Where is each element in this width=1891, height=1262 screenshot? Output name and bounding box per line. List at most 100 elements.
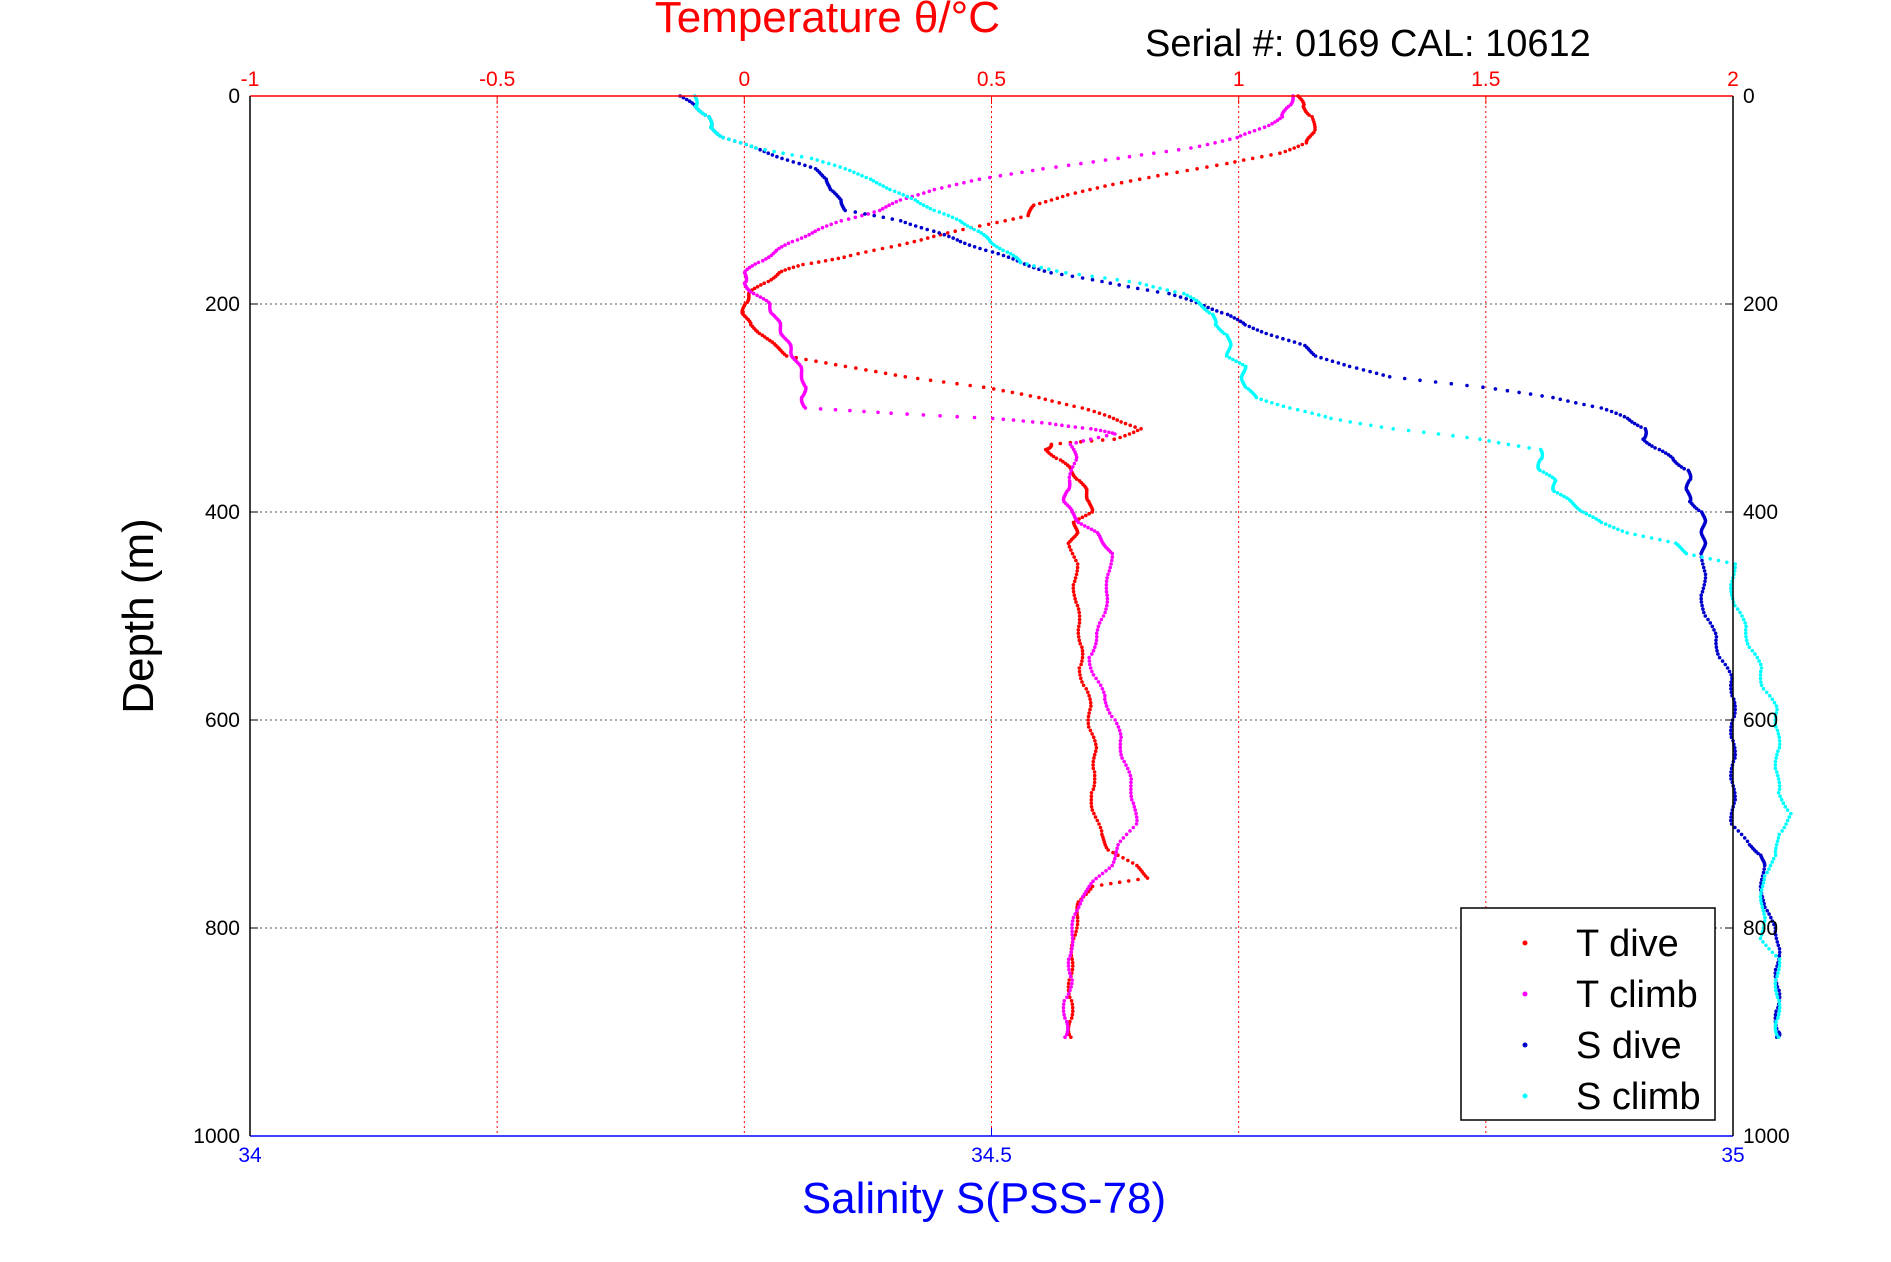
data-point <box>1205 142 1210 147</box>
data-point <box>1233 160 1237 164</box>
data-point <box>977 224 982 228</box>
data-point <box>1130 797 1134 802</box>
data-point <box>1091 759 1096 764</box>
data-point <box>1329 416 1333 421</box>
data-point <box>1777 742 1782 747</box>
data-point <box>1540 394 1544 398</box>
data-point <box>1119 420 1123 424</box>
data-point <box>1099 829 1104 833</box>
data-point <box>1759 683 1764 688</box>
data-point <box>1061 459 1065 464</box>
data-point <box>1126 879 1131 883</box>
data-point <box>1744 635 1748 639</box>
data-point <box>1090 669 1094 674</box>
data-point <box>718 134 722 138</box>
data-point <box>814 359 818 364</box>
data-point <box>1599 406 1604 410</box>
data-point <box>1091 766 1096 771</box>
data-point <box>1715 648 1719 653</box>
data-point <box>1074 558 1078 563</box>
data-point <box>1288 147 1292 152</box>
legend-label: T climb <box>1576 974 1698 1016</box>
data-point <box>1073 912 1077 916</box>
data-point <box>1342 362 1346 367</box>
data-point <box>1019 215 1023 220</box>
data-point <box>1105 593 1109 597</box>
data-point <box>1714 638 1718 643</box>
data-point <box>1026 213 1030 218</box>
data-point <box>1127 154 1132 159</box>
data-point <box>1584 511 1589 516</box>
data-point <box>1222 331 1226 336</box>
data-point <box>1701 586 1706 591</box>
data-point <box>1107 711 1112 715</box>
data-point <box>748 290 753 294</box>
data-point <box>860 173 864 178</box>
data-point <box>1264 331 1268 336</box>
data-point <box>1109 881 1113 886</box>
data-point <box>1759 881 1763 885</box>
data-point <box>1071 1009 1075 1013</box>
legend-box <box>1460 907 1716 1121</box>
data-point <box>1635 423 1640 428</box>
data-point <box>846 217 851 221</box>
data-point <box>1071 940 1075 944</box>
data-point <box>1069 1016 1074 1020</box>
data-point <box>1496 440 1501 445</box>
data-point <box>925 227 929 232</box>
data-point <box>1733 704 1737 708</box>
data-point <box>1129 777 1133 781</box>
data-point <box>1763 905 1767 909</box>
data-point <box>1097 621 1102 625</box>
data-point <box>908 222 913 227</box>
data-point <box>1278 151 1282 155</box>
data-point <box>1262 125 1267 129</box>
legend-marker <box>1522 991 1528 997</box>
data-point <box>759 283 763 287</box>
data-point <box>1759 662 1763 667</box>
data-point <box>1581 510 1585 514</box>
data-point <box>1077 621 1082 625</box>
data-point <box>830 257 834 262</box>
data-point <box>1763 915 1767 920</box>
data-point <box>791 265 796 270</box>
data-point <box>1729 777 1733 781</box>
data-point <box>1310 411 1314 416</box>
data-point <box>1054 165 1058 169</box>
data-point <box>1552 489 1556 494</box>
data-point <box>1070 445 1074 449</box>
data-point <box>1119 752 1123 757</box>
data-point <box>1069 548 1073 552</box>
data-point <box>1073 933 1077 937</box>
data-point <box>1774 1032 1779 1037</box>
data-point <box>1767 912 1771 916</box>
data-point <box>1077 638 1082 643</box>
data-point <box>1067 971 1072 975</box>
data-point <box>1773 759 1778 764</box>
data-point <box>803 163 807 168</box>
data-point <box>1060 272 1064 277</box>
data-point <box>1117 728 1122 733</box>
data-point <box>1771 856 1776 861</box>
data-point <box>1348 420 1352 424</box>
data-point <box>1774 725 1778 729</box>
data-point <box>967 243 972 247</box>
data-point <box>1105 596 1110 601</box>
data-point <box>1103 610 1107 615</box>
data-point <box>1087 659 1092 663</box>
data-point <box>1093 645 1097 649</box>
data-point <box>1703 572 1708 577</box>
data-point <box>1733 825 1737 830</box>
data-point <box>918 201 923 206</box>
data-point <box>1087 693 1091 698</box>
data-point <box>887 203 891 207</box>
data-point <box>1779 797 1784 802</box>
data-point <box>1129 780 1133 785</box>
data-point <box>1744 624 1748 629</box>
data-point <box>810 231 815 235</box>
data-point <box>1077 624 1081 629</box>
data-point <box>962 222 967 227</box>
data-point <box>893 373 898 377</box>
data-point <box>790 239 795 244</box>
data-point <box>919 225 924 230</box>
